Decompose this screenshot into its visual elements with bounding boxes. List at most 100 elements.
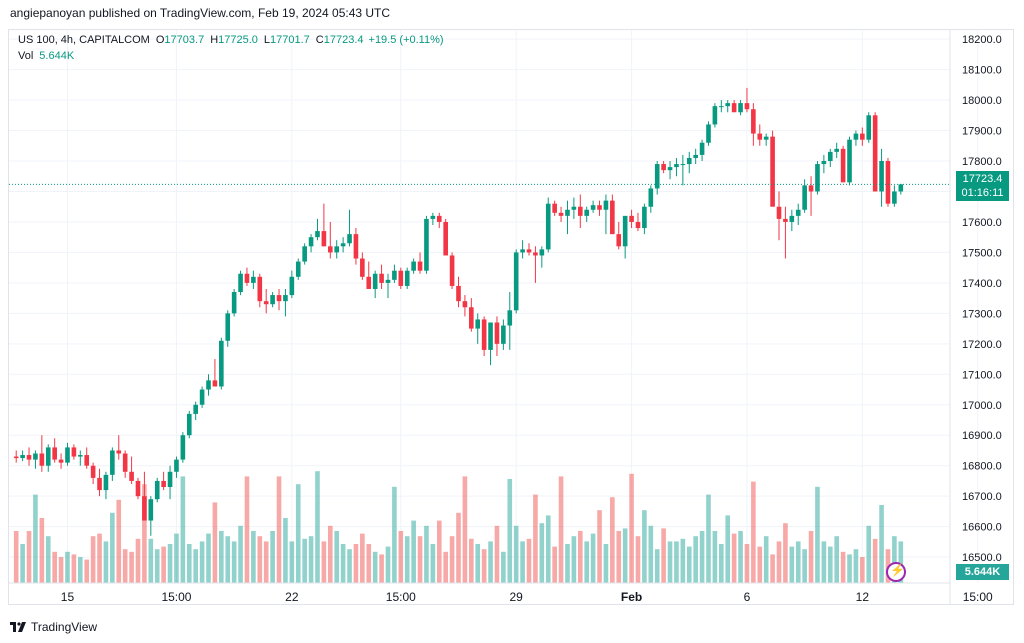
volume-bar: [372, 551, 378, 583]
candle-body: [135, 480, 141, 497]
volume-bar: [795, 541, 801, 583]
volume-bar: [270, 531, 275, 583]
candle-body: [148, 499, 154, 521]
candle-body: [693, 154, 698, 158]
candle-body: [847, 139, 852, 183]
volume-bar: [610, 497, 615, 583]
candle-body: [763, 136, 769, 140]
volume-bar: [834, 536, 840, 583]
volume-bar: [629, 473, 634, 583]
candle-body: [353, 234, 359, 259]
volume-bar: [456, 512, 461, 583]
tradingview-logo-icon: [10, 622, 26, 632]
candle-body: [481, 319, 487, 350]
candle-body: [879, 161, 884, 192]
candle-body: [892, 191, 897, 204]
volume-bar: [167, 544, 173, 583]
volume-bar: [186, 544, 192, 583]
candle-body: [212, 380, 218, 387]
volume-bar: [635, 536, 641, 583]
candle-body: [827, 151, 833, 162]
candle-body: [539, 249, 545, 256]
volume-bar: [45, 536, 51, 583]
volume-bar: [648, 525, 654, 583]
candle-body: [161, 480, 166, 488]
last-price-value: 17723.4: [962, 173, 1003, 185]
candle-body: [334, 246, 340, 253]
time-tick-label: Feb: [621, 590, 642, 604]
volume-bar: [65, 551, 70, 583]
candle-body: [533, 252, 538, 256]
volume-bar: [565, 544, 570, 583]
candle-body: [834, 148, 840, 152]
candle-body: [776, 206, 782, 219]
candle-body: [110, 450, 115, 475]
volume-bar: [411, 520, 416, 583]
high-key: H: [210, 34, 219, 46]
candle-body: [597, 205, 602, 210]
volume-bar: [545, 515, 551, 583]
volume-bar: [353, 544, 359, 583]
candle-body: [667, 167, 673, 171]
volume-bar: [52, 551, 57, 583]
candle-body: [103, 474, 109, 491]
candle-body: [340, 243, 346, 247]
candle-body: [789, 215, 795, 222]
candle-body: [238, 273, 243, 293]
candle-body: [443, 221, 448, 256]
candle-body: [193, 404, 198, 414]
candle-body: [219, 340, 224, 387]
candle-body: [449, 255, 455, 286]
volume-bar: [289, 541, 295, 583]
flash-icon[interactable]: [886, 562, 906, 582]
volume-bar: [847, 554, 852, 583]
volume-bar: [616, 531, 622, 583]
publish-header: angiepanoyan published on TradingView.co…: [10, 6, 391, 20]
candle-body: [206, 380, 211, 390]
candle-body: [167, 471, 173, 488]
volume-bar: [392, 486, 397, 583]
candle-body: [802, 185, 807, 210]
volume-bar: [244, 476, 250, 583]
volume-bar: [347, 549, 352, 583]
price-tick-label: 17600.0: [962, 217, 1002, 229]
volume-bar: [892, 536, 897, 583]
volume-bar: [642, 510, 647, 583]
candle-body: [97, 477, 102, 491]
volume-bar: [469, 538, 474, 583]
candle-body: [45, 447, 51, 466]
volume-bar: [840, 551, 846, 583]
candle-body: [122, 453, 128, 472]
candle-body: [603, 200, 609, 210]
candle-body: [308, 237, 314, 247]
footer-brand-name: TradingView: [31, 620, 98, 634]
candle-body: [263, 301, 269, 305]
candle-body: [302, 246, 307, 262]
candle-body: [372, 273, 378, 289]
volume-bar: [193, 549, 198, 583]
candle-body: [366, 276, 372, 289]
volume-bar: [379, 554, 384, 583]
candle-body: [142, 496, 147, 521]
candle-body: [186, 413, 192, 436]
candle-body: [417, 261, 423, 271]
volume-bar: [789, 546, 795, 583]
time-tick-label: 15:00: [161, 590, 191, 604]
volume-bar: [693, 536, 698, 583]
candle-body: [469, 307, 474, 329]
open-key: O: [155, 34, 165, 46]
volume-bar: [398, 531, 404, 583]
candle-body: [629, 215, 634, 222]
volume-bar: [212, 502, 218, 583]
candle-body: [276, 295, 282, 302]
volume-bar: [276, 476, 282, 583]
volume-label: Vol: [18, 50, 34, 62]
candle-body: [129, 471, 134, 481]
volume-bar: [712, 531, 718, 583]
price-tick-label: 17500.0: [962, 247, 1002, 259]
candle-body: [513, 252, 519, 311]
candle-body: [90, 465, 96, 478]
volume-bar: [783, 523, 788, 583]
candle-body: [616, 234, 622, 247]
